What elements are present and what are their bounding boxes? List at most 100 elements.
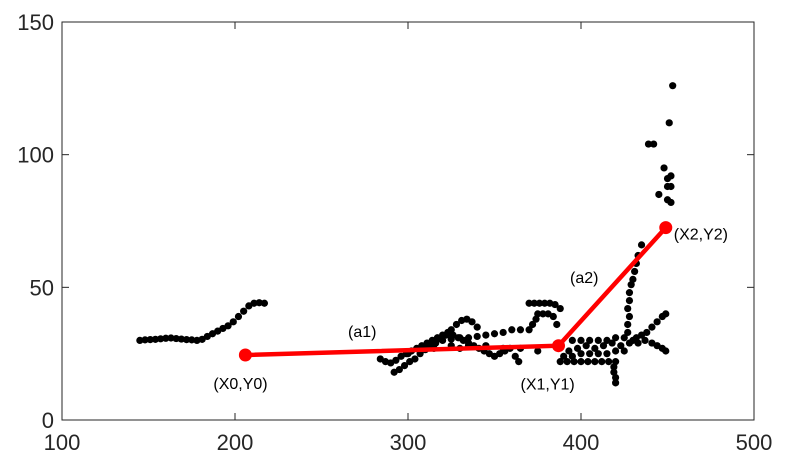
- data-point: [662, 310, 670, 318]
- data-point: [556, 304, 564, 313]
- data-point: [250, 299, 258, 307]
- axes: 100 200 300 400 500 0 50 100 150: [17, 10, 772, 455]
- data-point: [400, 362, 409, 370]
- data-point: [516, 326, 525, 334]
- vertex-label: (X1,Y1): [521, 377, 575, 394]
- data-point: [534, 347, 542, 355]
- data-point: [599, 342, 608, 350]
- data-point: [631, 267, 639, 276]
- data-point: [594, 336, 602, 344]
- data-point: [667, 198, 675, 207]
- data-point: [556, 358, 564, 366]
- data-point: [612, 334, 620, 342]
- data-point: [648, 323, 656, 331]
- data-point: [669, 82, 677, 90]
- data-point: [641, 336, 649, 344]
- data-point: [603, 350, 611, 358]
- data-point: [643, 328, 651, 337]
- data-point: [650, 140, 658, 148]
- y-tick-label: 100: [17, 143, 54, 168]
- data-point: [525, 299, 533, 307]
- x-tick-label: 200: [217, 430, 254, 455]
- data-point: [177, 335, 185, 343]
- data-point: [439, 336, 447, 344]
- data-point: [612, 347, 620, 355]
- data-point: [182, 336, 191, 344]
- data-point: [577, 358, 585, 366]
- data-point: [598, 358, 606, 366]
- data-point: [662, 347, 670, 355]
- data-point: [541, 299, 549, 307]
- data-point: [157, 335, 165, 343]
- data-point: [395, 365, 403, 374]
- data-point: [612, 373, 620, 382]
- scatter-points: [136, 82, 677, 387]
- data-point: [551, 300, 559, 309]
- data-point: [584, 358, 592, 366]
- fit-vertex: [238, 348, 252, 362]
- data-point: [625, 289, 634, 297]
- data-point: [464, 334, 473, 342]
- x-tick-label: 500: [736, 430, 773, 455]
- data-point: [665, 119, 673, 127]
- annotations: (X0,Y0) (X1,Y1) (X2,Y2) (a1) (a2): [213, 227, 728, 394]
- data-point: [260, 299, 269, 307]
- data-point: [667, 182, 675, 191]
- data-point: [141, 336, 149, 344]
- data-point: [162, 334, 170, 342]
- data-point: [468, 318, 476, 326]
- data-point: [568, 352, 576, 360]
- data-point: [586, 350, 594, 358]
- data-point: [234, 312, 243, 321]
- data-point: [644, 140, 653, 148]
- data-point: [534, 310, 542, 318]
- data-point: [188, 336, 196, 344]
- data-point: [473, 332, 481, 341]
- data-point: [605, 358, 613, 366]
- data-point: [508, 326, 516, 334]
- data-point: [625, 312, 634, 321]
- data-point: [653, 318, 661, 326]
- data-point: [525, 326, 533, 334]
- segment-label-a2: (a2): [570, 270, 598, 287]
- data-point: [530, 299, 538, 307]
- data-point: [625, 297, 634, 305]
- data-point: [620, 347, 628, 355]
- data-point: [591, 344, 599, 352]
- data-point: [620, 334, 628, 342]
- x-tick-label: 400: [563, 430, 600, 455]
- data-point: [577, 336, 585, 344]
- data-point: [499, 328, 507, 337]
- data-point: [172, 334, 180, 343]
- data-point: [624, 304, 632, 313]
- data-point: [563, 358, 571, 366]
- data-point: [473, 323, 481, 331]
- data-point: [146, 336, 154, 344]
- data-point: [240, 307, 248, 315]
- data-point: [224, 322, 232, 330]
- data-point: [456, 334, 464, 342]
- data-point: [560, 352, 568, 360]
- data-point: [612, 379, 620, 387]
- segment-label-a1: (a1): [348, 324, 376, 341]
- data-point: [151, 335, 160, 343]
- data-point: [582, 342, 590, 350]
- data-point: [634, 339, 642, 347]
- y-tick-label: 0: [42, 408, 54, 433]
- data-point: [136, 336, 144, 344]
- data-point: [624, 320, 632, 329]
- data-point: [255, 299, 263, 307]
- data-point: [549, 312, 557, 321]
- data-point: [568, 336, 576, 344]
- data-point: [447, 335, 455, 343]
- data-point: [528, 320, 537, 329]
- data-point: [586, 336, 594, 344]
- data-point: [655, 190, 663, 199]
- data-point: [229, 318, 237, 326]
- data-point: [591, 358, 599, 366]
- fit-vertex: [659, 221, 673, 235]
- fit-line: [238, 221, 673, 362]
- data-point: [629, 275, 637, 283]
